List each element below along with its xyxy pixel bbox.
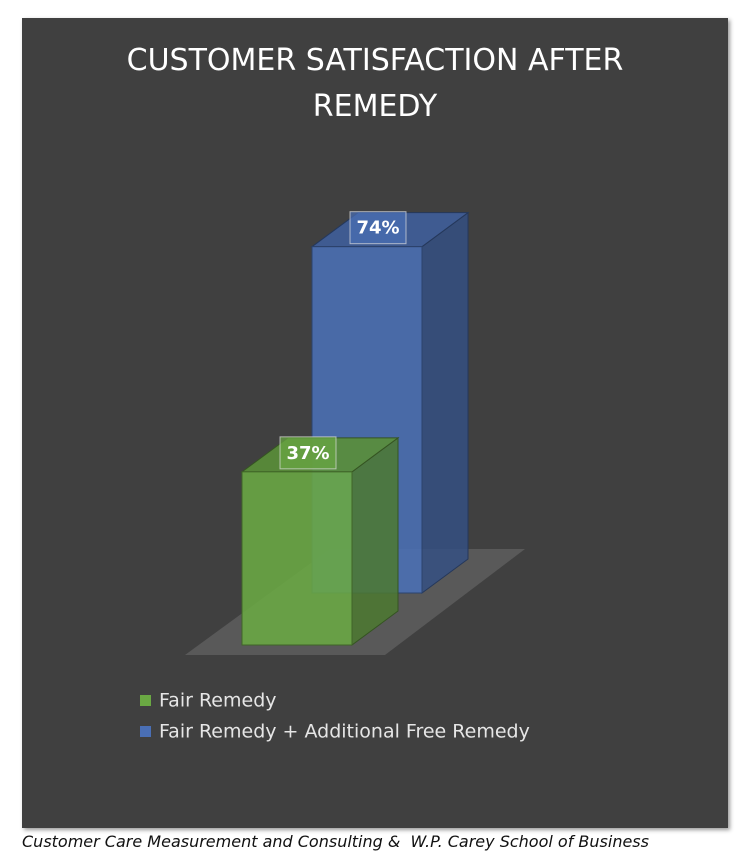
chart-title: CUSTOMER SATISFACTION AFTER REMEDY [126, 43, 624, 124]
legend-label: Fair Remedy [159, 690, 277, 712]
value-label-box [279, 436, 337, 470]
value-label: 74% [356, 218, 399, 239]
bar-side [351, 436, 399, 646]
value-label: 37% [286, 443, 329, 464]
legend-swatch [140, 726, 151, 737]
legend-swatch [140, 695, 151, 706]
bar-side [421, 211, 469, 594]
bar-front [241, 471, 353, 646]
value-label-box [349, 211, 407, 245]
bar [240, 436, 400, 646]
legend-label: Fair Remedy + Additional Free Remedy [159, 721, 530, 743]
source-note: Customer Care Measurement and Consulting… [22, 832, 649, 851]
